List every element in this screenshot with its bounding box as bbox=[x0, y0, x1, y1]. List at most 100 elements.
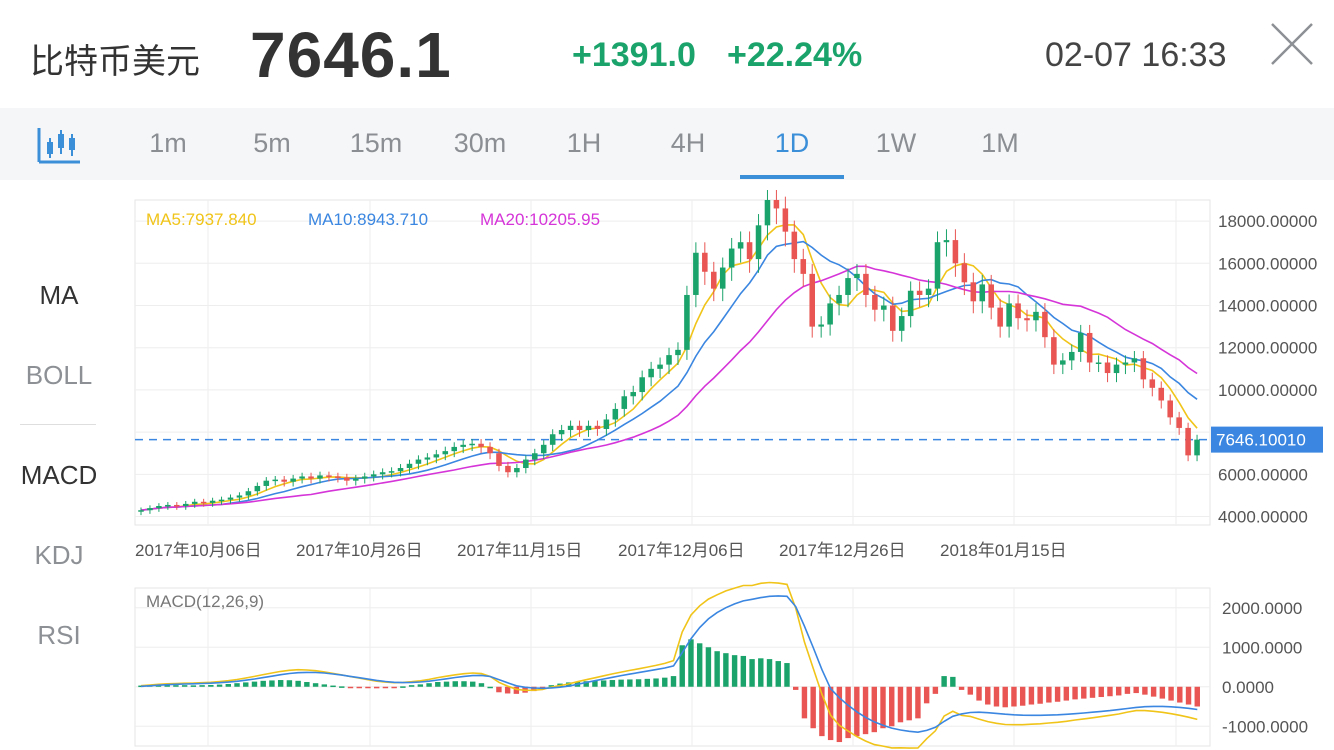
candle bbox=[406, 463, 413, 469]
macd-bar bbox=[688, 639, 694, 687]
candle bbox=[872, 294, 878, 310]
macd-bar bbox=[461, 681, 467, 687]
plot-frame bbox=[134, 199, 1211, 526]
macd-bar bbox=[347, 686, 354, 689]
x-tick-label: 2017年10月26日 bbox=[296, 541, 423, 560]
macd-bar bbox=[670, 676, 677, 687]
candle bbox=[675, 349, 681, 356]
tab-4h[interactable]: 4H bbox=[670, 128, 706, 158]
tab-1h[interactable]: 1H bbox=[566, 128, 602, 158]
candle bbox=[1122, 362, 1129, 365]
tab-1mo[interactable]: 1M bbox=[981, 128, 1019, 158]
candle bbox=[174, 504, 180, 507]
legend-ma10: MA10:8943.710 bbox=[308, 210, 428, 229]
macd-grid bbox=[134, 587, 1211, 747]
candle bbox=[684, 294, 690, 350]
indicator-kdj[interactable]: KDJ bbox=[34, 540, 84, 570]
macd-y-tick-label: 0.0000 bbox=[1222, 678, 1274, 697]
candle bbox=[925, 288, 932, 295]
macd-bar bbox=[845, 686, 851, 739]
macd-bar bbox=[487, 686, 493, 689]
macd-bar bbox=[592, 680, 598, 687]
macd-bar bbox=[312, 683, 319, 687]
macd-bar bbox=[452, 681, 458, 687]
candle bbox=[1077, 332, 1084, 352]
y-tick-label: 14000.00000 bbox=[1218, 297, 1317, 316]
tab-1m[interactable]: 1m bbox=[149, 128, 187, 158]
macd-bar bbox=[723, 653, 729, 687]
macd-bar bbox=[1115, 686, 1122, 696]
candle bbox=[487, 446, 493, 454]
macd-bar bbox=[993, 686, 1000, 707]
macd-bar bbox=[277, 680, 284, 687]
macd-bar bbox=[696, 643, 703, 687]
candle bbox=[1194, 439, 1200, 456]
candle bbox=[755, 225, 762, 260]
macd-bar bbox=[234, 683, 240, 687]
indicator-boll[interactable]: BOLL bbox=[25, 360, 93, 390]
macd-bar bbox=[443, 681, 450, 687]
macd-bar bbox=[531, 686, 537, 692]
candle bbox=[1176, 417, 1182, 428]
price-change: +1391.0 bbox=[572, 36, 696, 74]
tab-15m[interactable]: 15m bbox=[349, 128, 403, 158]
macd-bar bbox=[880, 686, 886, 729]
x-tick-label: 2017年12月26日 bbox=[779, 541, 906, 560]
candle bbox=[317, 475, 323, 479]
macd-bar bbox=[470, 681, 476, 687]
y-tick-label: 18000.00000 bbox=[1218, 212, 1317, 231]
candle bbox=[478, 443, 484, 447]
candle bbox=[379, 472, 386, 475]
candlestick-icon[interactable] bbox=[36, 126, 82, 166]
candle bbox=[1006, 303, 1012, 327]
candle bbox=[567, 425, 574, 431]
candle bbox=[558, 430, 565, 435]
candle bbox=[532, 453, 538, 460]
candle bbox=[209, 500, 216, 503]
candle bbox=[388, 471, 395, 473]
candle bbox=[603, 419, 610, 429]
macd-bar bbox=[784, 663, 790, 687]
y-tick-label: 6000.00000 bbox=[1218, 465, 1308, 484]
macd-bar bbox=[749, 659, 755, 687]
candle bbox=[191, 501, 198, 504]
candle bbox=[737, 242, 744, 249]
macd-bar bbox=[801, 686, 808, 719]
macd-bar bbox=[260, 680, 266, 687]
tab-1w[interactable]: 1W bbox=[875, 128, 917, 158]
candle bbox=[693, 252, 699, 295]
macd-y-axis-ticks: 2000.0000 1000.0000 0.0000 -1000.0000 bbox=[1222, 599, 1308, 737]
macd-y-tick-label: 2000.0000 bbox=[1222, 599, 1302, 618]
header-bar: 比特币美元 7646.1 +1391.0 +22.24% 02-07 16:33 bbox=[0, 0, 1334, 108]
tab-5m[interactable]: 5m bbox=[253, 128, 291, 158]
indicator-macd[interactable]: MACD bbox=[20, 460, 98, 490]
candle bbox=[782, 208, 789, 232]
candle bbox=[648, 368, 654, 378]
macd-bar bbox=[1098, 686, 1104, 698]
tab-1d[interactable]: 1D bbox=[774, 128, 810, 158]
candle bbox=[827, 303, 833, 325]
candle bbox=[308, 476, 314, 479]
macd-bar bbox=[810, 686, 816, 729]
indicator-rsi[interactable]: RSI bbox=[37, 620, 81, 650]
macd-bar bbox=[400, 686, 406, 688]
main-grid bbox=[134, 199, 1211, 526]
candle bbox=[1033, 311, 1039, 321]
tab-30m[interactable]: 30m bbox=[453, 128, 507, 158]
macd-bar bbox=[1107, 686, 1113, 697]
candle bbox=[773, 200, 780, 209]
macd-bar bbox=[225, 683, 232, 687]
close-icon[interactable] bbox=[1268, 20, 1316, 68]
macd-bar bbox=[644, 678, 651, 687]
macd-legend: MACD(12,26,9) bbox=[146, 592, 264, 611]
indicator-ma[interactable]: MA bbox=[39, 280, 79, 310]
candle bbox=[165, 504, 171, 507]
macd-bar bbox=[627, 679, 633, 687]
candle bbox=[451, 446, 458, 452]
macd-bar bbox=[635, 679, 642, 687]
dif-line bbox=[140, 581, 1198, 749]
macd-bar bbox=[1081, 686, 1087, 699]
candle bbox=[952, 240, 959, 264]
macd-bar bbox=[705, 647, 712, 687]
last-price: 7646.1 bbox=[250, 19, 452, 91]
